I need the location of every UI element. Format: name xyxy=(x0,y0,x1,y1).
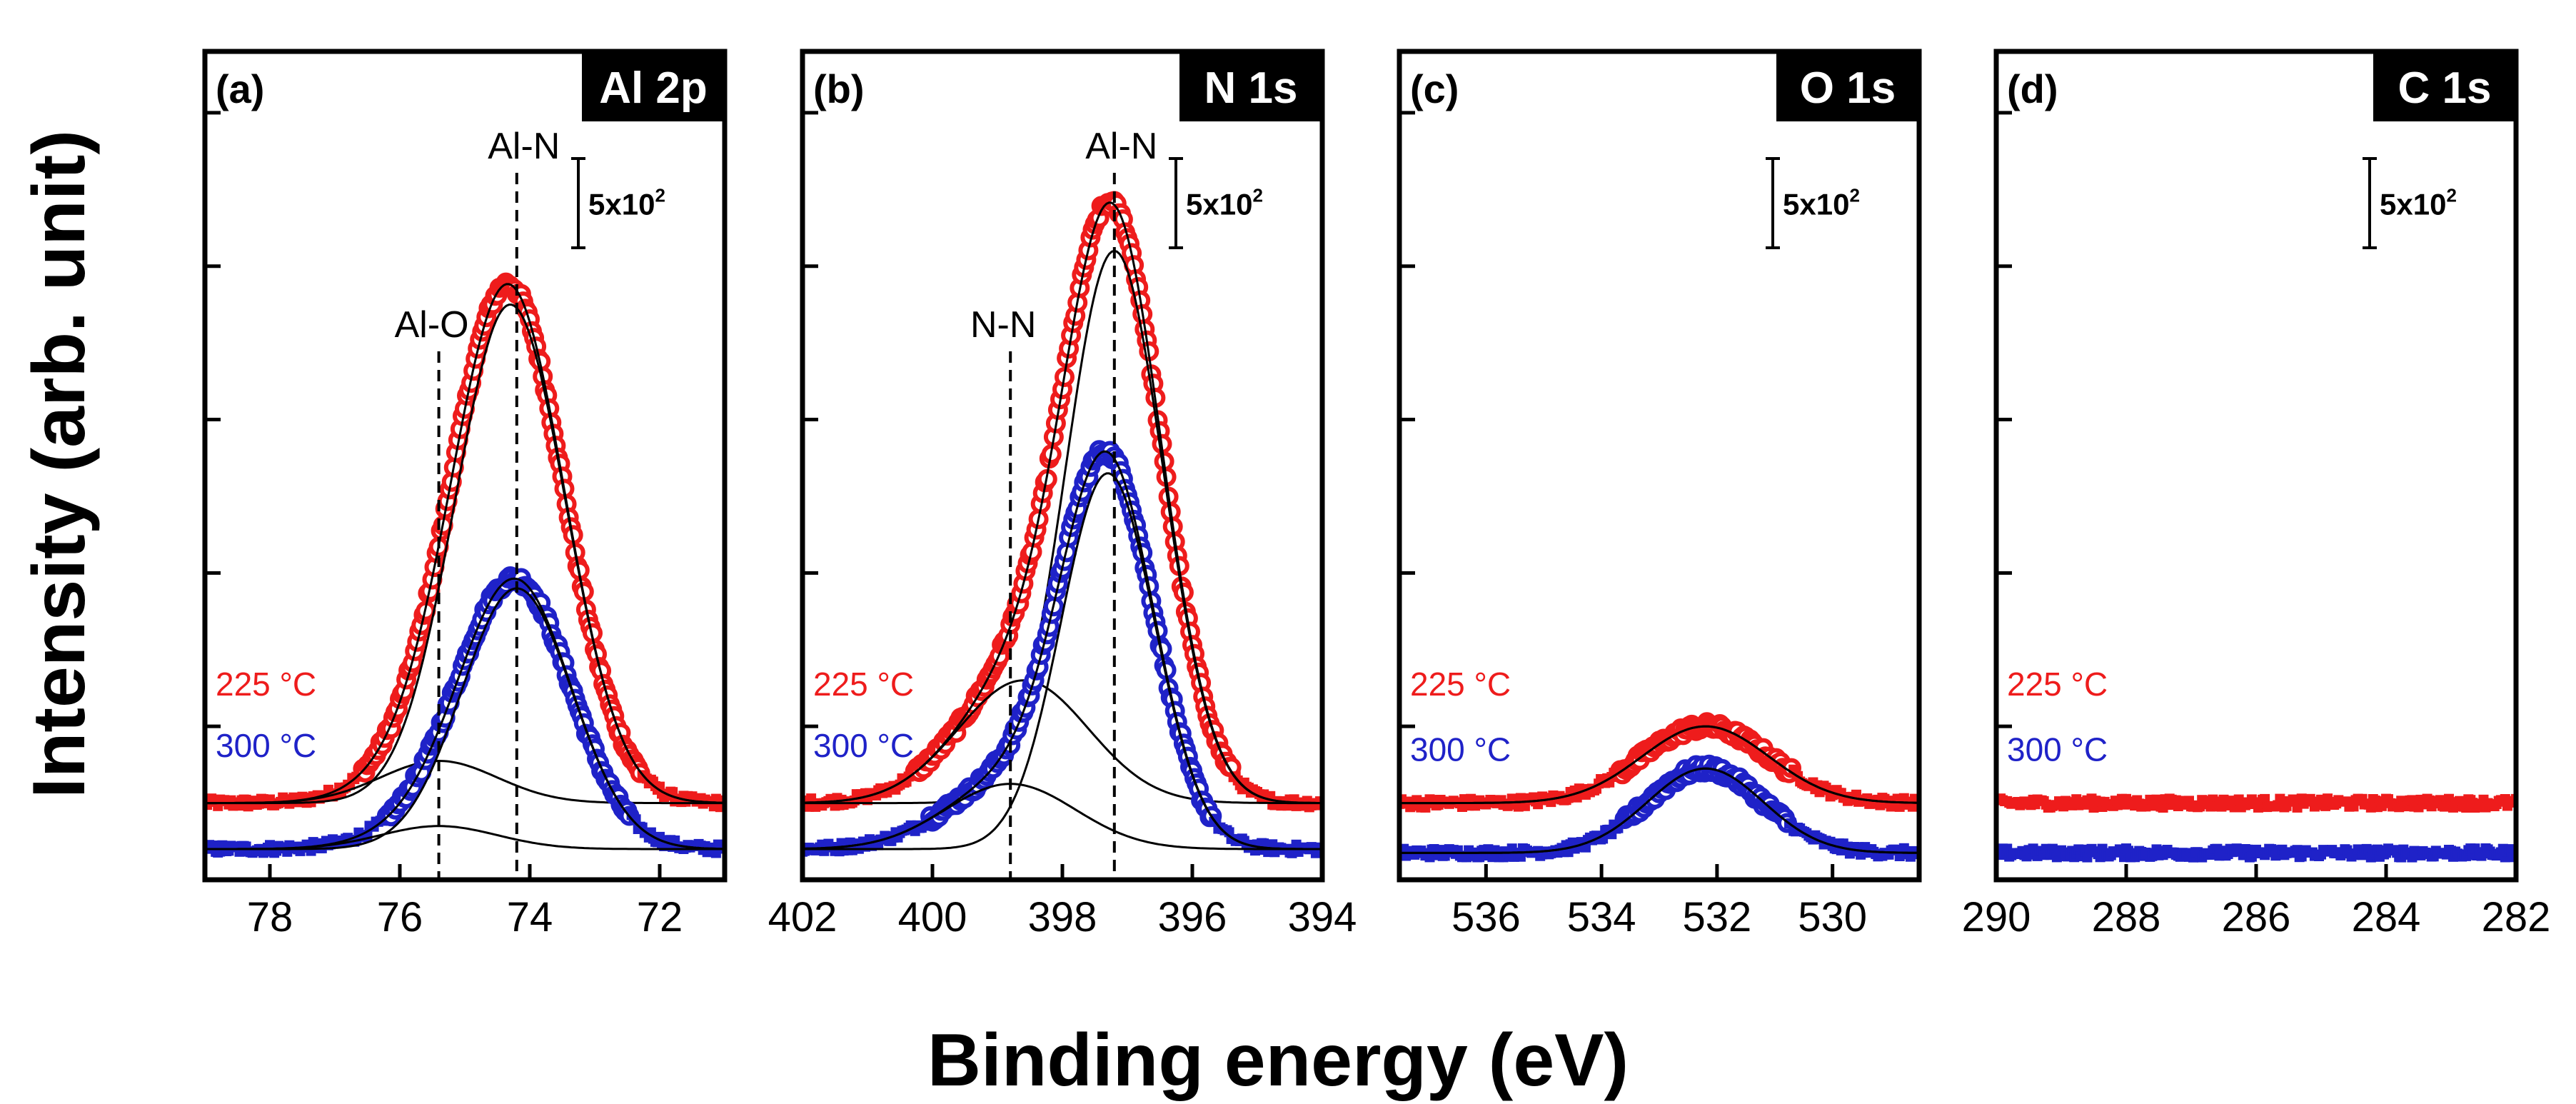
series-300C xyxy=(1996,843,2516,863)
x-tick-label: 402 xyxy=(768,894,837,940)
fit-component-1 xyxy=(205,587,725,850)
scale-bar-exponent: 2 xyxy=(655,185,665,206)
scale-bar-label: 5x102 xyxy=(588,185,665,221)
x-axis-label: Binding energy (eV) xyxy=(927,1019,1629,1102)
plot-area xyxy=(1996,793,2516,863)
plot-area xyxy=(205,272,725,858)
temperature-label: 300 °C xyxy=(813,727,914,764)
series-300C xyxy=(803,440,1322,858)
x-tick-label: 400 xyxy=(898,894,967,940)
series-225C xyxy=(1399,712,1919,813)
panel-letter: (b) xyxy=(813,66,865,111)
series-300C xyxy=(1399,754,1919,863)
element-tag-box xyxy=(582,51,725,121)
panel-c: 225 °C 300 °C 536 534 532 530 (c) O 1s 5x102 xyxy=(1397,49,1922,940)
temperature-label: 300 °C xyxy=(1410,731,1511,768)
scale-bar-exponent: 2 xyxy=(2446,185,2456,206)
temperature-label: 300 °C xyxy=(2007,731,2108,768)
scale-bar-exponent: 2 xyxy=(1252,185,1262,206)
x-tick-label: 396 xyxy=(1158,894,1227,940)
x-tick-label: 78 xyxy=(247,894,293,940)
element-tag: N 1s xyxy=(1204,64,1298,113)
fit-envelope xyxy=(1399,725,1919,805)
axes-frame xyxy=(202,49,728,883)
panel-d: 225 °C 300 °C 290 288 286 284 282 (d) C 1s 5x102 xyxy=(1962,49,2551,940)
plot-area xyxy=(1399,712,1919,863)
element-tag: C 1s xyxy=(2398,64,2492,113)
fit-envelope xyxy=(803,201,1322,804)
peak-annotation: Al-O xyxy=(395,304,469,346)
x-tick-label: 534 xyxy=(1567,894,1636,940)
scale-bar-label: 5x102 xyxy=(1186,185,1263,221)
x-tick-label: 532 xyxy=(1682,894,1751,940)
temperature-label: 225 °C xyxy=(216,666,316,703)
x-tick-label: 72 xyxy=(637,894,683,940)
scale-bar-exponent: 2 xyxy=(1849,185,1859,206)
fit-envelope xyxy=(205,577,725,850)
fit-envelope xyxy=(205,283,725,805)
temperature-label: 225 °C xyxy=(1410,666,1511,703)
peak-annotation: Al-N xyxy=(1085,126,1157,167)
x-tick-label: 288 xyxy=(2092,894,2161,940)
panel-letter: (a) xyxy=(216,66,264,111)
panel-letter: (c) xyxy=(1410,66,1459,111)
temperature-label: 300 °C xyxy=(216,727,316,764)
element-tag: Al 2p xyxy=(599,64,708,113)
element-tag-box xyxy=(1776,51,1919,121)
panel-a: 225 °C 300 °C Al-N Al-O 78 76 74 72 (a) Al 2p 5x10… xyxy=(202,49,728,940)
fit-envelope xyxy=(803,450,1322,850)
element-tag: O 1s xyxy=(1800,64,1896,113)
temperature-label: 225 °C xyxy=(2007,666,2108,703)
y-axis-label: Intensity (arb. unit) xyxy=(18,130,101,798)
x-tick-label: 76 xyxy=(377,894,423,940)
temperature-label: 225 °C xyxy=(813,666,914,703)
scale-bar-label: 5x102 xyxy=(1783,185,1860,221)
x-tick-label: 74 xyxy=(507,894,553,940)
x-tick-label: 394 xyxy=(1288,894,1357,940)
plot-area xyxy=(803,191,1322,858)
series-225C xyxy=(803,191,1322,813)
x-tick-label: 398 xyxy=(1028,894,1097,940)
x-tick-label: 284 xyxy=(2352,894,2421,940)
panel-letter: (d) xyxy=(2007,66,2058,111)
fit-envelope xyxy=(1399,767,1919,854)
element-tag-box xyxy=(1179,51,1322,121)
series-225C xyxy=(1996,793,2516,813)
x-tick-label: 282 xyxy=(2482,894,2551,940)
peak-annotation: Al-N xyxy=(488,126,560,167)
x-tick-label: 290 xyxy=(1962,894,2031,940)
x-tick-label: 530 xyxy=(1798,894,1867,940)
x-tick-label: 286 xyxy=(2222,894,2291,940)
series-225C xyxy=(205,272,725,813)
scale-bar-label: 5x102 xyxy=(2380,185,2457,221)
panels: 225 °C 300 °C Al-N Al-O 78 76 74 72 (a) Al 2p 5x10… xyxy=(202,49,2551,940)
axes-frame xyxy=(1397,49,1922,883)
series-300C xyxy=(205,566,725,858)
x-tick-label: 536 xyxy=(1451,894,1521,940)
panel-b: 225 °C 300 °C Al-N N-N 402 400 398 396 394 (b) N 1… xyxy=(768,49,1357,940)
element-tag-box xyxy=(2373,51,2516,121)
peak-annotation: N-N xyxy=(970,304,1036,346)
